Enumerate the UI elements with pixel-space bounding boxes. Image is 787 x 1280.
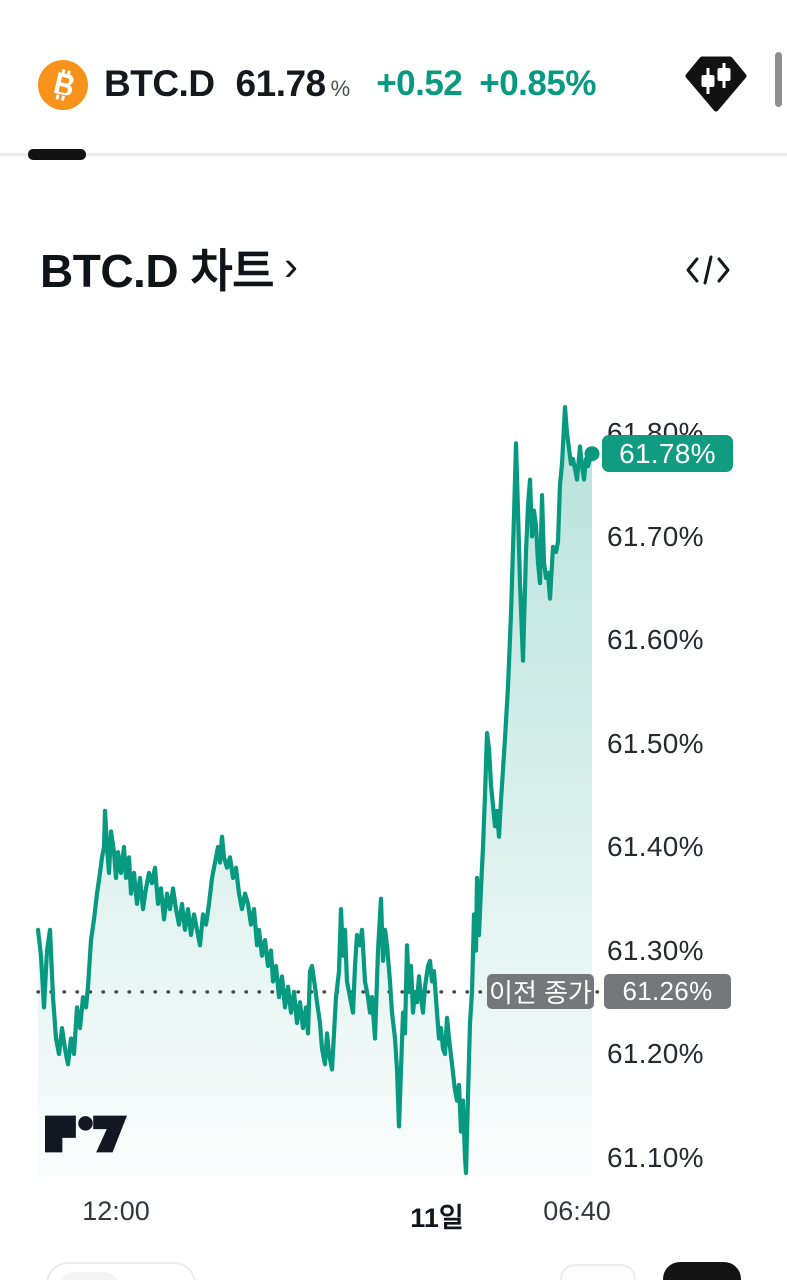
area-fill	[38, 407, 592, 1176]
price-unit: %	[330, 76, 351, 101]
chevron-right-icon: ›	[283, 242, 298, 289]
y-axis-label: 61.50%	[607, 727, 704, 759]
y-axis-label: 61.60%	[607, 624, 704, 655]
tab-strip-divider	[0, 153, 787, 156]
candlestick-gem-icon[interactable]	[685, 55, 747, 113]
previous-close-label-badge: 이전 종가	[487, 974, 594, 1010]
bottom-dark-pill-button[interactable]	[663, 1262, 741, 1280]
x-axis-label: 11일	[410, 1203, 464, 1233]
price-chart[interactable]	[0, 390, 787, 1190]
scrollbar[interactable]	[775, 52, 782, 107]
y-axis-label: 61.30%	[607, 934, 704, 966]
current-price-badge: 61.78%	[602, 435, 733, 473]
x-axis-label: 06:40	[543, 1196, 611, 1226]
bitcoin-icon	[38, 60, 88, 110]
symbol-name: BTC.D	[104, 63, 215, 104]
price-line	[35, 405, 595, 1176]
y-axis-label: 61.70%	[607, 520, 704, 552]
previous-close-value-badge: 61.26%	[604, 974, 731, 1010]
change-absolute: +0.52	[376, 64, 463, 103]
page-title: BTC.D 차트	[40, 245, 274, 297]
y-axis-label: 61.10%	[607, 1141, 704, 1173]
symbol-header: BTC.D 61.78 % +0.52 +0.85%	[0, 52, 787, 116]
y-axis-label: 61.40%	[607, 831, 704, 862]
y-axis-label: 61.20%	[607, 1038, 704, 1069]
bottom-light-pill-button[interactable]	[560, 1264, 636, 1280]
active-tab-indicator[interactable]	[28, 149, 86, 160]
symbol-price: 61.78	[235, 63, 327, 104]
bottom-left-pill-button[interactable]	[46, 1262, 196, 1280]
change-percent: +0.85%	[479, 64, 596, 103]
chart-section-link[interactable]: BTC.D 차트 ›	[40, 240, 298, 297]
x-axis-label: 12:00	[82, 1196, 150, 1226]
pill-inner-segment	[58, 1272, 120, 1280]
code-embed-icon[interactable]	[684, 252, 732, 290]
tradingview-logo[interactable]	[45, 1113, 127, 1160]
current-point-marker	[584, 446, 600, 462]
